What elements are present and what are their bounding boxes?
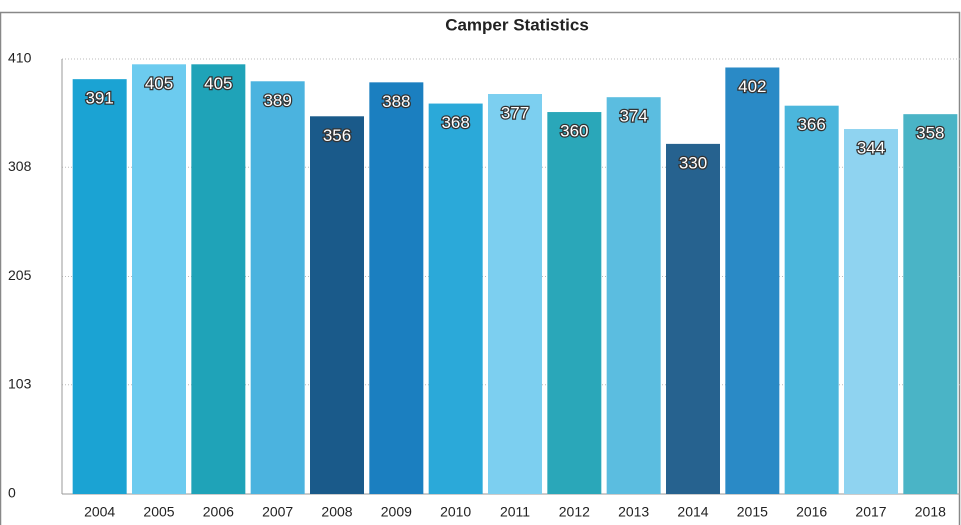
bar	[666, 143, 720, 494]
x-tick-label: 2006	[203, 504, 234, 520]
bar	[310, 116, 364, 494]
bar	[428, 103, 483, 494]
bar	[250, 81, 305, 494]
x-tick-label: 2007	[262, 504, 293, 520]
x-tick-label: 2005	[143, 504, 174, 520]
value-label: 374	[619, 107, 647, 126]
y-tick-label: 308	[8, 158, 32, 174]
value-label: 391	[85, 89, 113, 108]
x-tick-label: 2010	[440, 504, 471, 520]
x-tick-label: 2011	[500, 504, 530, 520]
y-tick-label: 103	[8, 375, 32, 391]
bar	[844, 129, 898, 494]
y-tick-label: 205	[8, 267, 32, 283]
x-tick-label: 2004	[84, 504, 115, 520]
bar	[547, 112, 602, 495]
x-tick-label: 2015	[737, 504, 768, 520]
frame	[0, 11, 961, 525]
bar	[369, 82, 424, 494]
value-label: 360	[560, 122, 588, 141]
bar	[725, 67, 780, 495]
value-label: 330	[679, 153, 707, 172]
bar	[72, 79, 127, 494]
x-tick-label: 2008	[321, 504, 352, 520]
value-label: 368	[441, 113, 469, 132]
value-label: 377	[501, 103, 529, 122]
bar	[191, 64, 246, 495]
y-tick-label: 0	[8, 485, 16, 501]
x-tick-label: 2018	[915, 504, 946, 520]
x-tick-label: 2017	[855, 504, 886, 520]
x-tick-label: 2014	[677, 504, 708, 520]
y-tick-label: 410	[8, 50, 32, 66]
value-label: 344	[857, 139, 885, 158]
x-tick-label: 2009	[381, 504, 412, 520]
value-label: 366	[797, 115, 825, 134]
bar	[606, 97, 661, 494]
x-tick-label: 2012	[559, 504, 590, 520]
bar	[488, 94, 542, 494]
value-label: 388	[382, 92, 410, 111]
value-label: 358	[916, 124, 944, 143]
value-label: 405	[204, 74, 232, 93]
bar	[132, 64, 186, 495]
bar	[903, 114, 958, 495]
x-tick-label: 2016	[796, 504, 827, 520]
chart-title: Camper Statistics	[445, 15, 589, 34]
value-label: 389	[263, 91, 291, 110]
value-label: 402	[738, 77, 766, 96]
value-label: 405	[145, 74, 173, 93]
bar	[784, 105, 839, 495]
x-tick-label: 2013	[618, 504, 649, 520]
value-label: 356	[323, 126, 351, 145]
